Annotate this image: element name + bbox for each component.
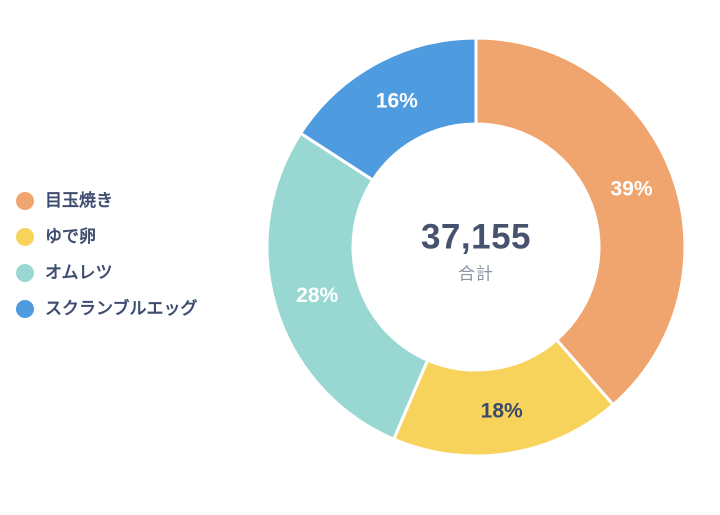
legend-item-1[interactable]: ゆで卵 bbox=[16, 228, 198, 246]
legend-item-3[interactable]: スクランブルエッグ bbox=[16, 300, 198, 318]
legend-color-dot bbox=[16, 300, 34, 318]
donut-slice-2[interactable] bbox=[265, 131, 430, 441]
donut-slice-0[interactable] bbox=[474, 36, 687, 407]
donut-slice-1[interactable] bbox=[392, 338, 615, 458]
legend-item-2[interactable]: オムレツ bbox=[16, 264, 198, 282]
legend-item-label: スクランブルエッグ bbox=[45, 299, 198, 318]
legend-item-label: ゆで卵 bbox=[45, 227, 96, 246]
legend-item-label: 目玉焼き bbox=[45, 191, 113, 210]
donut-slice-3[interactable] bbox=[299, 36, 478, 182]
legend-item-label: オムレツ bbox=[45, 263, 113, 282]
legend-color-dot bbox=[16, 228, 34, 246]
legend-color-dot bbox=[16, 264, 34, 282]
legend: 目玉焼きゆで卵オムレツスクランブルエッグ bbox=[16, 192, 198, 336]
legend-item-0[interactable]: 目玉焼き bbox=[16, 192, 198, 210]
legend-color-dot bbox=[16, 192, 34, 210]
